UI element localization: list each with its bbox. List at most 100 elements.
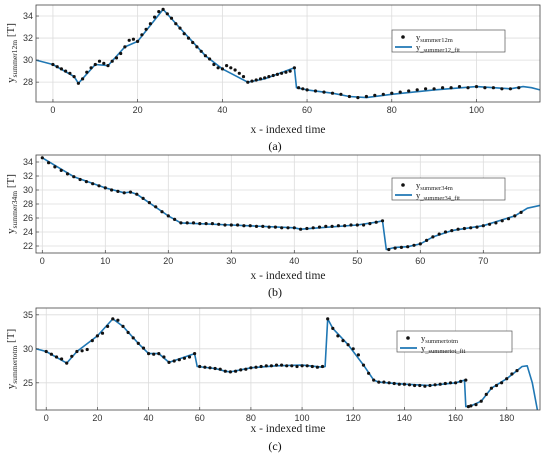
data-point [330, 91, 335, 95]
data-point [489, 386, 493, 390]
legend-entry: ysummer12m [416, 32, 453, 44]
data-point [114, 56, 119, 60]
legend-marker [406, 336, 410, 340]
data-point [494, 221, 498, 225]
data-point [382, 380, 386, 384]
data-point [288, 69, 292, 73]
legend-entry-main: y [421, 333, 426, 343]
data-point [90, 339, 94, 343]
data-point [172, 359, 176, 363]
data-point [292, 226, 296, 230]
data-point [80, 349, 84, 353]
data-point [387, 247, 391, 252]
data-point [233, 68, 237, 72]
x-tick-label: 70 [478, 256, 488, 266]
data-point [193, 352, 197, 356]
x-tick-label: 100 [469, 105, 484, 115]
data-point [254, 224, 259, 228]
data-point [515, 369, 519, 373]
data-point [500, 87, 504, 91]
y-axis-label-main: y [5, 77, 17, 83]
data-point [364, 94, 368, 99]
data-point [390, 91, 394, 95]
data-point [123, 45, 127, 49]
series-group [40, 156, 540, 252]
data-point [519, 210, 523, 214]
data-point [412, 243, 416, 247]
data-point [454, 381, 458, 385]
legend-entry-main: y [416, 190, 421, 200]
data-point [297, 86, 301, 90]
data-point [250, 79, 254, 83]
data-point [393, 246, 397, 250]
data-point [213, 366, 217, 371]
y-axis-label-unit: [T] [5, 329, 17, 346]
x-tick-label: 0 [44, 413, 49, 423]
data-point [475, 225, 479, 229]
data-point [203, 54, 207, 58]
data-point [208, 366, 212, 370]
data-point [286, 226, 290, 230]
x-tick-label: 120 [346, 413, 361, 423]
data-point [479, 399, 483, 403]
data-point [152, 352, 156, 356]
data-point [355, 223, 359, 227]
legend-marker [401, 35, 405, 39]
x-tick-label: 40 [289, 256, 299, 266]
data-point [343, 224, 347, 228]
data-point [179, 221, 183, 225]
x-tick-label: 40 [217, 105, 227, 115]
data-point [60, 357, 64, 361]
data-point [399, 245, 403, 249]
data-point [324, 224, 328, 228]
x-tick-label: 20 [163, 256, 173, 266]
data-point [372, 378, 376, 382]
data-point [199, 49, 203, 53]
data-point [223, 223, 227, 227]
data-point [162, 355, 166, 359]
data-point [425, 238, 429, 242]
data-point [317, 225, 322, 229]
data-point [326, 317, 330, 321]
y-axis-label-unit: [T] [5, 174, 17, 191]
legend-entry-sub: summertotm [425, 338, 458, 345]
data-point [116, 189, 120, 193]
data-point [95, 334, 99, 338]
data-point [242, 224, 246, 228]
data-point [500, 381, 504, 385]
data-point [437, 232, 441, 236]
data-point [65, 361, 69, 365]
data-point [513, 214, 517, 218]
data-point [78, 177, 82, 182]
data-point [459, 379, 463, 383]
panel-label: (a) [268, 139, 281, 153]
y-axis-label-unit: [T] [5, 23, 17, 40]
data-point [280, 71, 284, 75]
x-tick-label: 60 [195, 413, 205, 423]
legend-entry-main: y [416, 180, 421, 190]
legend-entry-sub: summer34m [420, 185, 453, 192]
data-point [40, 156, 44, 160]
y-tick-label: 26 [23, 213, 33, 223]
data-point [254, 78, 258, 82]
data-point [195, 45, 199, 49]
data-point [106, 64, 110, 68]
data-point [397, 382, 401, 386]
data-point [481, 224, 485, 228]
data-point [295, 364, 299, 369]
data-point [356, 96, 360, 100]
data-point [154, 205, 158, 209]
axes-box [35, 4, 541, 103]
legend-box [391, 177, 506, 201]
data-point [267, 75, 271, 79]
data-point [381, 92, 385, 96]
data-point [174, 22, 178, 26]
data-point [433, 383, 437, 387]
y-tick-label: 30 [23, 55, 33, 65]
data-point [349, 223, 353, 227]
legend-entry: ysummertotm [421, 333, 458, 345]
data-point [93, 62, 97, 67]
data-point [157, 10, 161, 14]
data-point [457, 85, 462, 89]
data-point [310, 364, 314, 369]
